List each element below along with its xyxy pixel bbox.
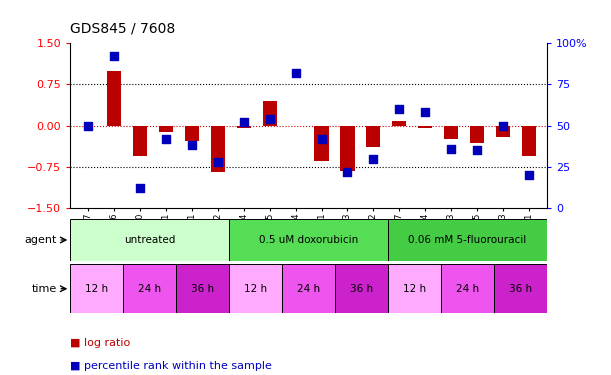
- Bar: [335, 264, 388, 313]
- Point: [446, 146, 456, 152]
- Bar: [470, 126, 484, 143]
- Bar: [236, 126, 251, 128]
- Point: [265, 116, 274, 122]
- Point: [472, 147, 482, 153]
- Text: 12 h: 12 h: [244, 284, 267, 294]
- Point: [187, 142, 197, 148]
- Bar: [441, 264, 494, 313]
- Text: untreated: untreated: [124, 235, 175, 245]
- Text: ■ log ratio: ■ log ratio: [70, 338, 131, 348]
- Text: 36 h: 36 h: [509, 284, 532, 294]
- Point: [213, 159, 223, 165]
- Text: agent: agent: [24, 235, 57, 245]
- Text: 0.5 uM doxorubicin: 0.5 uM doxorubicin: [259, 235, 358, 245]
- Bar: [340, 126, 354, 171]
- Bar: [185, 126, 199, 141]
- Bar: [107, 70, 122, 126]
- Point: [316, 136, 326, 142]
- Bar: [176, 264, 229, 313]
- Bar: [418, 126, 432, 128]
- Point: [498, 123, 508, 129]
- Bar: [366, 126, 381, 147]
- Text: 0.06 mM 5-fluorouracil: 0.06 mM 5-fluorouracil: [408, 235, 527, 245]
- Text: 12 h: 12 h: [85, 284, 108, 294]
- Text: 24 h: 24 h: [456, 284, 479, 294]
- Bar: [70, 219, 229, 261]
- Text: 12 h: 12 h: [403, 284, 426, 294]
- Bar: [444, 126, 458, 140]
- Bar: [123, 264, 176, 313]
- Point: [394, 106, 404, 112]
- Bar: [211, 126, 225, 172]
- Point: [161, 136, 171, 142]
- Point: [524, 172, 533, 178]
- Text: time: time: [32, 284, 57, 294]
- Text: 36 h: 36 h: [191, 284, 214, 294]
- Bar: [263, 101, 277, 126]
- Point: [239, 119, 249, 125]
- Point: [420, 110, 430, 116]
- Point: [84, 123, 93, 129]
- Text: 36 h: 36 h: [350, 284, 373, 294]
- Bar: [229, 264, 282, 313]
- Text: GDS845 / 7608: GDS845 / 7608: [70, 22, 175, 36]
- Point: [109, 53, 119, 59]
- Text: ■ percentile rank within the sample: ■ percentile rank within the sample: [70, 361, 272, 370]
- Bar: [229, 219, 388, 261]
- Bar: [159, 126, 174, 132]
- Bar: [315, 126, 329, 161]
- Bar: [388, 264, 441, 313]
- Bar: [70, 264, 123, 313]
- Bar: [496, 126, 510, 136]
- Point: [368, 156, 378, 162]
- Bar: [522, 126, 536, 156]
- Point: [291, 70, 301, 76]
- Bar: [494, 264, 547, 313]
- Bar: [133, 126, 147, 156]
- Point: [343, 169, 353, 175]
- Bar: [282, 264, 335, 313]
- Point: [135, 185, 145, 191]
- Bar: [388, 219, 547, 261]
- Text: 24 h: 24 h: [297, 284, 320, 294]
- Bar: [392, 121, 406, 126]
- Text: 24 h: 24 h: [138, 284, 161, 294]
